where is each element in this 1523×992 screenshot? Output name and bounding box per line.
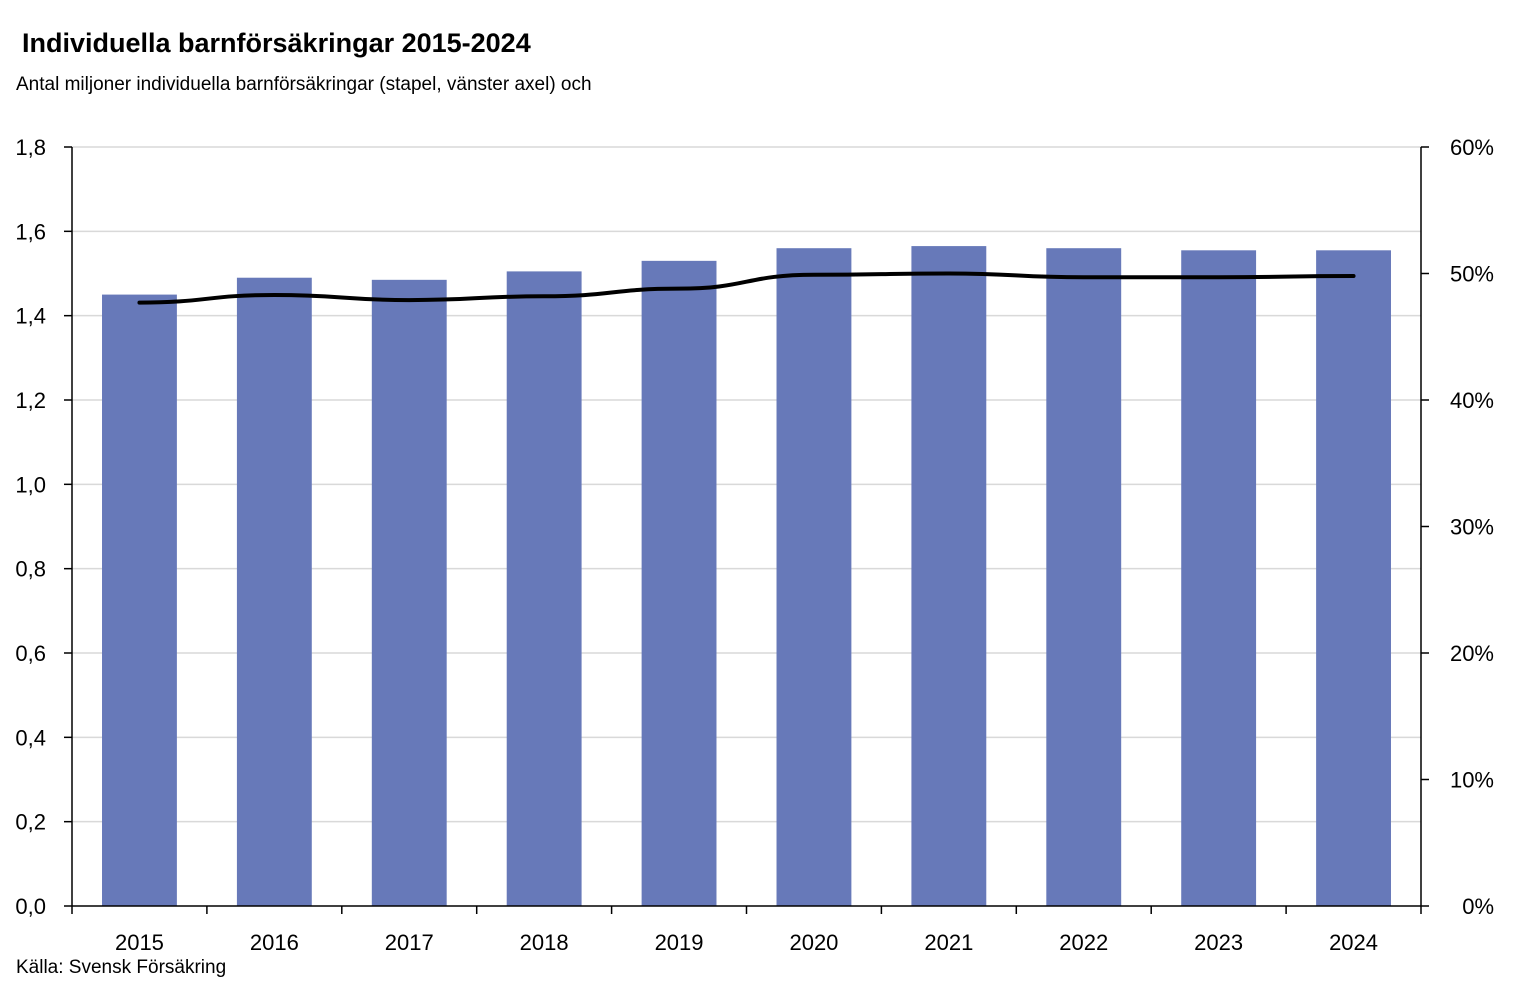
right-axis-tick-label: 60% [1450, 135, 1494, 160]
left-axis-tick-label: 1,0 [15, 472, 46, 497]
source-note: Källa: Svensk Försäkring [16, 957, 227, 978]
right-axis-tick-label: 30% [1450, 515, 1494, 540]
left-axis-tick-label: 0,2 [15, 810, 46, 835]
x-axis-tick-label: 2023 [1194, 930, 1243, 955]
right-axis-tick-label: 20% [1450, 641, 1494, 666]
bar [506, 271, 582, 906]
left-axis-tick-label: 1,8 [15, 135, 46, 160]
tick-labels: 0,0 0,2 0,4 0,6 0,8 1,0 1,2 1,4 1,6 1,8 0% 10% 20% 30… [15, 135, 1494, 955]
right-axis-tick-label: 0% [1462, 894, 1494, 919]
bar [1316, 250, 1391, 906]
line-series-path [137, 271, 1356, 305]
left-axis-tick-label: 1,4 [15, 304, 46, 329]
left-axis-tick-label: 1,6 [15, 219, 46, 244]
chart-subtitle: Antal miljoner individuella barnförsäkri… [16, 74, 592, 95]
bar-series [102, 246, 1391, 907]
right-axis-tick-label: 40% [1450, 388, 1494, 413]
right-axis-tick-label: 10% [1450, 768, 1494, 793]
x-axis-tick-label: 2021 [924, 930, 973, 955]
chart-title: Individuella barnförsäkringar 2015-2024 [22, 28, 531, 58]
bar [641, 260, 717, 907]
x-axis-tick-label: 2022 [1059, 930, 1108, 955]
left-axis-tick-label: 1,2 [15, 388, 46, 413]
x-axis-tick-label: 2020 [789, 930, 838, 955]
left-axis-tick-label: 0,0 [15, 894, 46, 919]
x-axis-tick-label: 2019 [655, 930, 704, 955]
x-axis-tick-label: 2024 [1329, 930, 1378, 955]
bar [1181, 250, 1257, 906]
left-axis-tick-label: 0,6 [15, 641, 46, 666]
bar [1046, 248, 1122, 906]
bar [371, 279, 447, 906]
right-axis-tick-label: 50% [1450, 262, 1494, 287]
left-axis-tick-label: 0,4 [15, 725, 46, 750]
bar [102, 294, 177, 906]
line-series [137, 271, 1356, 305]
x-axis-tick-label: 2018 [520, 930, 569, 955]
bar [776, 248, 852, 906]
axes [64, 146, 1429, 914]
bar [911, 246, 987, 906]
left-axis-tick-label: 0,8 [15, 557, 46, 582]
x-axis-tick-label: 2016 [250, 930, 299, 955]
x-axis-tick-label: 2017 [385, 930, 434, 955]
bar [236, 277, 312, 906]
x-axis-tick-label: 2015 [115, 930, 164, 955]
